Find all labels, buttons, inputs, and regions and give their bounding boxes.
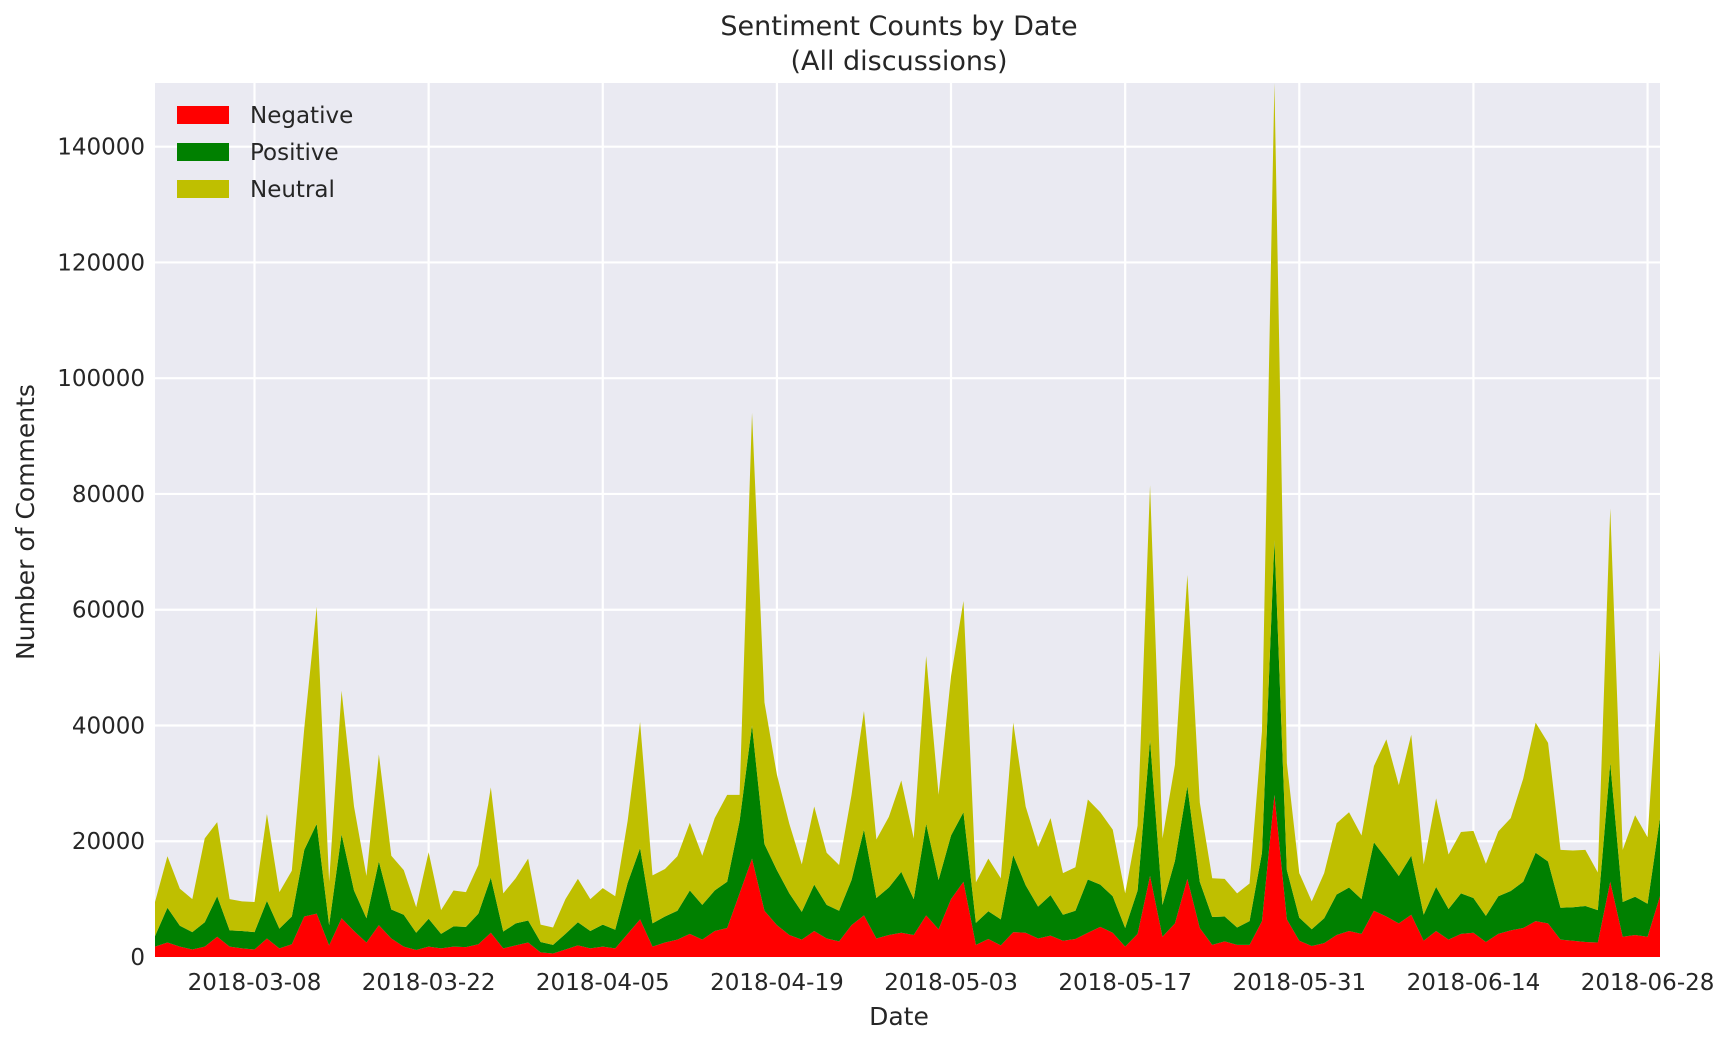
x-tick-label: 2018-05-03	[884, 970, 1018, 996]
y-tick-label: 120000	[57, 250, 145, 276]
legend-swatch-positive	[177, 143, 229, 161]
legend-label-positive: Positive	[250, 140, 339, 166]
legend-label-negative: Negative	[250, 103, 353, 129]
x-axis-label: Date	[869, 1002, 929, 1031]
area-neutral	[155, 83, 1660, 945]
y-tick-label: 100000	[57, 366, 145, 392]
y-axis-label: Number of Comments	[11, 384, 40, 660]
y-tick-label: 80000	[72, 482, 145, 508]
x-axis-ticks: 2018-03-08 2018-03-22 2018-04-05 2018-04-19…	[188, 970, 1713, 996]
area-positive	[155, 540, 1660, 954]
x-tick-label: 2018-03-08	[188, 970, 322, 996]
y-axis-ticks: 0 20000 40000 60000 80000 100000 120000 140000	[57, 135, 145, 971]
x-tick-label: 2018-06-14	[1407, 970, 1541, 996]
x-tick-label: 2018-04-05	[536, 970, 670, 996]
x-tick-label: 2018-05-31	[1232, 970, 1366, 996]
area-negative	[155, 794, 1660, 957]
chart-title: Sentiment Counts by Date	[720, 11, 1077, 42]
x-tick-label: 2018-06-28	[1581, 970, 1713, 996]
chart-subtitle: (All discussions)	[790, 46, 1007, 77]
x-tick-label: 2018-03-22	[362, 970, 496, 996]
legend-swatch-neutral	[177, 180, 229, 198]
legend-swatch-negative	[177, 106, 229, 124]
y-tick-label: 40000	[72, 713, 145, 739]
y-tick-label: 0	[130, 945, 145, 971]
x-tick-label: 2018-05-17	[1058, 970, 1192, 996]
y-tick-label: 60000	[72, 598, 145, 624]
legend-label-neutral: Neutral	[250, 177, 335, 203]
x-tick-label: 2018-04-19	[710, 970, 844, 996]
legend: Negative Positive Neutral	[177, 103, 353, 203]
y-tick-label: 20000	[72, 829, 145, 855]
y-tick-label: 140000	[57, 135, 145, 161]
area-series	[155, 83, 1660, 957]
